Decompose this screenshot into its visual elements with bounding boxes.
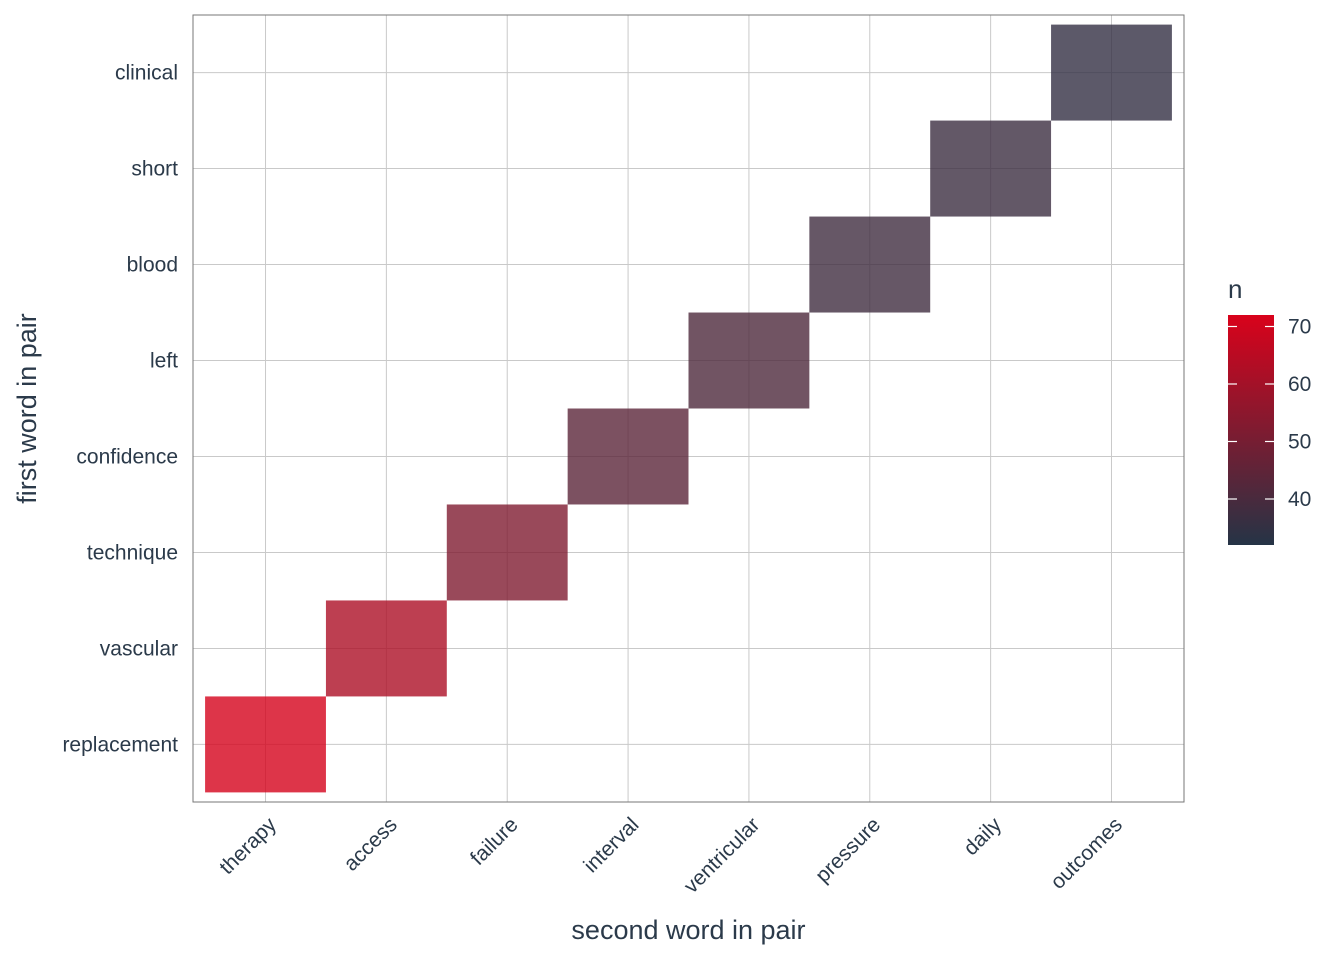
- heatmap-cell: [205, 696, 326, 793]
- y-tick-label: short: [131, 158, 178, 181]
- x-tick-label: access: [339, 813, 401, 875]
- legend-tick-label: 70: [1288, 316, 1311, 339]
- heatmap-cell: [809, 216, 931, 313]
- legend-title: n: [1228, 274, 1242, 304]
- x-tick-label: therapy: [215, 813, 281, 879]
- y-tick-label: confidence: [76, 445, 178, 468]
- legend-colorbar: [1228, 315, 1274, 545]
- x-tick-label: daily: [959, 813, 1006, 860]
- heatmap-cell: [1051, 24, 1172, 121]
- heatmap-cell: [567, 408, 689, 505]
- y-tick-label: clinical: [115, 62, 178, 85]
- x-tick-label: failure: [466, 813, 523, 870]
- legend-ticks: 40 50 60 70: [1228, 316, 1311, 511]
- x-tick-label: pressure: [811, 813, 885, 887]
- y-tick-labels: replacement vascular technique confidence le…: [62, 62, 178, 757]
- x-tick-label: interval: [579, 813, 643, 877]
- x-tick-labels: therapy access failure interval ventricular p…: [215, 813, 1127, 898]
- y-axis-title: first word in pair: [12, 313, 42, 504]
- x-axis-title: second word in pair: [571, 915, 805, 945]
- y-tick-label: blood: [127, 254, 178, 277]
- heatmap-cell: [930, 120, 1052, 217]
- legend-tick-label: 40: [1288, 488, 1311, 511]
- heatmap-cell: [446, 504, 568, 601]
- y-tick-label: left: [150, 350, 178, 373]
- color-legend: n 40 50 60 70: [1228, 274, 1311, 545]
- panel-border: [192, 14, 1185, 803]
- heatmap-cell: [325, 600, 447, 697]
- y-tick-label: technique: [87, 541, 178, 564]
- legend-tick-label: 50: [1288, 431, 1311, 454]
- y-tick-label: vascular: [100, 637, 178, 660]
- legend-tick-label: 60: [1288, 373, 1311, 396]
- heatmap-cell: [688, 312, 810, 409]
- x-tick-label: outcomes: [1046, 813, 1127, 894]
- y-tick-label: replacement: [62, 733, 178, 756]
- heatmap-cells: [205, 24, 1172, 793]
- x-tick-label: ventricular: [680, 813, 765, 898]
